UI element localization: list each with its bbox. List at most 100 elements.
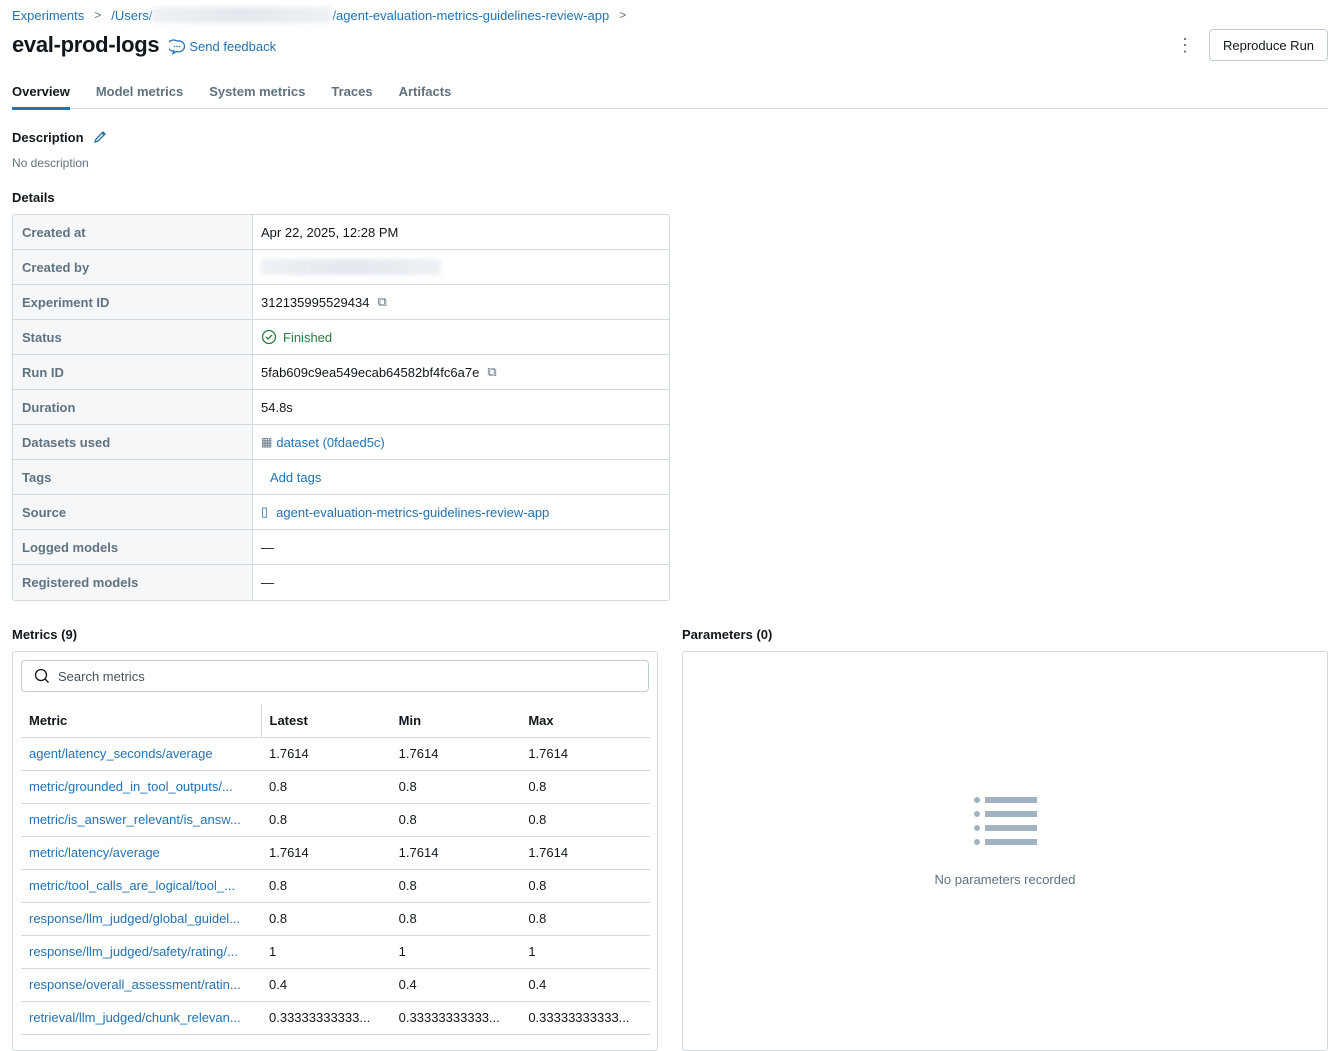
detail-row-source: Source ▯ agent-evaluation-metrics-guidelin… <box>13 495 669 530</box>
detail-label: Status <box>13 320 253 354</box>
latest-value: 1.7614 <box>261 836 391 870</box>
max-value: 0.8 <box>520 902 650 936</box>
detail-row-registered-models: Registered models — <box>13 565 669 600</box>
metric-name-link[interactable]: metric/grounded_in_tool_outputs/... <box>21 770 261 804</box>
min-value: 0.8 <box>390 869 521 903</box>
list-icon <box>974 797 1037 845</box>
page-header: eval-prod-logs Send feedback <box>12 32 276 58</box>
min-value: 0.8 <box>390 902 521 936</box>
column-header[interactable]: Max <box>520 704 650 738</box>
column-header[interactable]: Latest <box>261 704 391 738</box>
tab-model-metrics[interactable]: Model metrics <box>95 84 184 99</box>
detail-label: Run ID <box>13 355 253 389</box>
min-value: 0.8 <box>390 803 521 837</box>
table-row: agent/latency_seconds/average 1.7614 1.761… <box>21 737 650 771</box>
column-header[interactable]: Min <box>390 704 521 738</box>
parameters-heading: Parameters (0) <box>682 627 773 642</box>
max-value: 0.8 <box>520 770 650 804</box>
table-row: response/llm_judged/global_guidel... 0.8 0… <box>21 902 650 936</box>
metrics-table: Metric Latest Min Max agent/latency_seconds… <box>21 704 650 1035</box>
breadcrumb-experiments[interactable]: Experiments <box>12 7 85 23</box>
detail-row-tags: Tags Add tags <box>13 460 669 495</box>
min-value: 1.7614 <box>390 737 521 771</box>
details-table: Created at Apr 22, 2025, 12:28 PM Created… <box>12 214 670 601</box>
description-heading: Description <box>12 129 84 145</box>
metric-name-link[interactable]: metric/latency/average <box>21 836 261 870</box>
detail-label: Created at <box>13 215 253 249</box>
latest-value: 0.8 <box>261 902 391 936</box>
detail-label: Tags <box>13 460 253 494</box>
tab-overview[interactable]: Overview <box>12 84 70 110</box>
column-header[interactable]: Metric <box>21 704 262 738</box>
chevron-right-icon: > <box>619 8 627 22</box>
min-value: 1.7614 <box>390 836 521 870</box>
search-metrics-input[interactable]: Search metrics <box>21 660 649 692</box>
detail-label: Experiment ID <box>13 285 253 319</box>
registered-models-value: — <box>261 575 274 590</box>
max-value: 1.7614 <box>520 836 650 870</box>
breadcrumb: Experiments > /Users/ /agent-evaluation-… <box>12 7 630 23</box>
reproduce-run-button[interactable]: Reproduce Run <box>1209 29 1328 61</box>
speech-bubble-icon <box>169 38 186 55</box>
status-badge: Finished <box>283 329 333 345</box>
detail-row-created-by: Created by <box>13 250 669 285</box>
metrics-heading: Metrics (9) <box>12 627 78 642</box>
table-row: retrieval/llm_judged/chunk_relevan... 0.3… <box>21 1001 650 1035</box>
page-title: eval-prod-logs <box>12 32 160 57</box>
latest-value: 0.8 <box>261 869 391 903</box>
max-value: 0.8 <box>520 803 650 837</box>
detail-row-status: Status Finished <box>13 320 669 355</box>
more-options-icon[interactable]: ⋮ <box>1176 35 1194 55</box>
breadcrumb-experiment[interactable]: /agent-evaluation-metrics-guidelines-rev… <box>332 7 610 23</box>
no-parameters-text: No parameters recorded <box>934 872 1076 887</box>
latest-value: 0.8 <box>261 803 391 837</box>
metric-name-link[interactable]: response/llm_judged/global_guidel... <box>21 902 261 936</box>
table-row: metric/is_answer_relevant/is_answ... 0.8 0… <box>21 803 650 837</box>
created-at-value: Apr 22, 2025, 12:28 PM <box>261 224 399 240</box>
detail-label: Logged models <box>13 530 253 564</box>
tab-artifacts[interactable]: Artifacts <box>398 84 452 99</box>
pencil-icon[interactable] <box>92 129 108 145</box>
table-row: metric/latency/average 1.7614 1.7614 1.7614 <box>21 836 650 870</box>
metric-name-link[interactable]: response/llm_judged/safety/rating/... <box>21 935 261 969</box>
min-value: 0.4 <box>390 968 521 1002</box>
breadcrumb-user-path[interactable]: /Users/ <box>111 7 153 23</box>
parameters-panel: No parameters recorded <box>682 651 1328 1051</box>
metric-name-link[interactable]: metric/tool_calls_are_logical/tool_... <box>21 869 261 903</box>
latest-value: 1.7614 <box>261 737 391 771</box>
detail-row-created-at: Created at Apr 22, 2025, 12:28 PM <box>13 215 669 250</box>
table-icon: ▦ <box>261 435 273 449</box>
run-id-value: 5fab609c9ea549ecab64582bf4fc6a7e <box>261 364 480 380</box>
detail-row-run-id: Run ID 5fab609c9ea549ecab64582bf4fc6a7e ⧉ <box>13 355 669 390</box>
detail-row-experiment-id: Experiment ID 312135995529434 ⧉ <box>13 285 669 320</box>
max-value: 1.7614 <box>520 737 650 771</box>
dataset-link[interactable]: dataset (0fdaed5c) <box>276 434 385 450</box>
tab-traces[interactable]: Traces <box>331 84 373 99</box>
max-value: 0.4 <box>520 968 650 1002</box>
redacted-creator <box>261 259 441 275</box>
max-value: 0.33333333333... <box>520 1001 650 1035</box>
chevron-right-icon: > <box>94 8 102 22</box>
source-link[interactable]: agent-evaluation-metrics-guidelines-revi… <box>276 504 550 520</box>
copy-icon[interactable]: ⧉ <box>487 364 497 379</box>
detail-row-datasets: Datasets used ▦ dataset (0fdaed5c) <box>13 425 669 460</box>
detail-row-logged-models: Logged models — <box>13 530 669 565</box>
duration-value: 54.8s <box>261 399 293 415</box>
detail-row-duration: Duration 54.8s <box>13 390 669 425</box>
details-heading: Details <box>12 190 55 205</box>
metric-name-link[interactable]: agent/latency_seconds/average <box>21 737 261 771</box>
metric-name-link[interactable]: response/overall_assessment/ratin... <box>21 968 261 1002</box>
detail-label: Source <box>13 495 253 529</box>
min-value: 0.8 <box>390 770 521 804</box>
redacted-username <box>152 7 333 23</box>
detail-label: Registered models <box>13 565 253 600</box>
logged-models-value: — <box>261 539 274 555</box>
add-tags-button[interactable]: Add tags <box>270 469 322 485</box>
detail-label: Datasets used <box>13 425 253 459</box>
min-value: 0.33333333333... <box>390 1001 521 1035</box>
metric-name-link[interactable]: metric/is_answer_relevant/is_answ... <box>21 803 261 837</box>
metric-name-link[interactable]: retrieval/llm_judged/chunk_relevan... <box>21 1001 261 1035</box>
copy-icon[interactable]: ⧉ <box>377 294 387 309</box>
send-feedback-link[interactable]: Send feedback <box>169 38 276 55</box>
tab-system-metrics[interactable]: System metrics <box>209 84 306 99</box>
